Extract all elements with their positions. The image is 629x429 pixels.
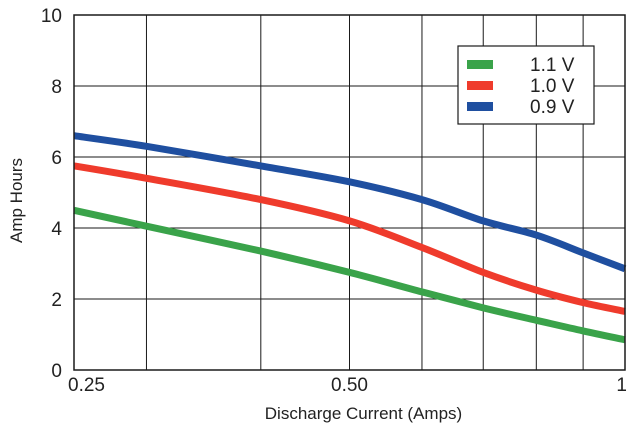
- series-lines: [73, 132, 627, 344]
- x-tick-label: 1: [616, 375, 627, 396]
- legend-label: 1.0 V: [530, 76, 575, 97]
- legend-swatch: [467, 81, 493, 90]
- y-tick-label: 8: [51, 77, 62, 98]
- legend-swatch: [467, 102, 493, 111]
- legend: 1.1 V1.0 V0.9 V: [457, 45, 595, 125]
- x-tick-label: 0.50: [331, 375, 368, 396]
- y-axis-title: Amp Hours: [7, 158, 26, 243]
- x-axis-title: Discharge Current (Amps): [265, 404, 462, 423]
- legend-label: 0.9 V: [530, 97, 575, 118]
- plot-frame: [73, 14, 626, 371]
- y-tick-label: 10: [41, 6, 62, 27]
- y-tick-label: 2: [51, 290, 62, 311]
- x-tick-label: 0.25: [68, 375, 105, 396]
- legend-swatch: [467, 60, 493, 69]
- legend-label: 1.1 V: [530, 55, 575, 76]
- y-tick-label: 4: [51, 219, 62, 240]
- y-tick-label: 6: [51, 148, 62, 169]
- series-line-0-9-V: [73, 132, 627, 273]
- series-line-1-1-V: [73, 206, 626, 344]
- y-tick-label: 0: [51, 361, 62, 382]
- series-line-1-0-V: [73, 162, 626, 315]
